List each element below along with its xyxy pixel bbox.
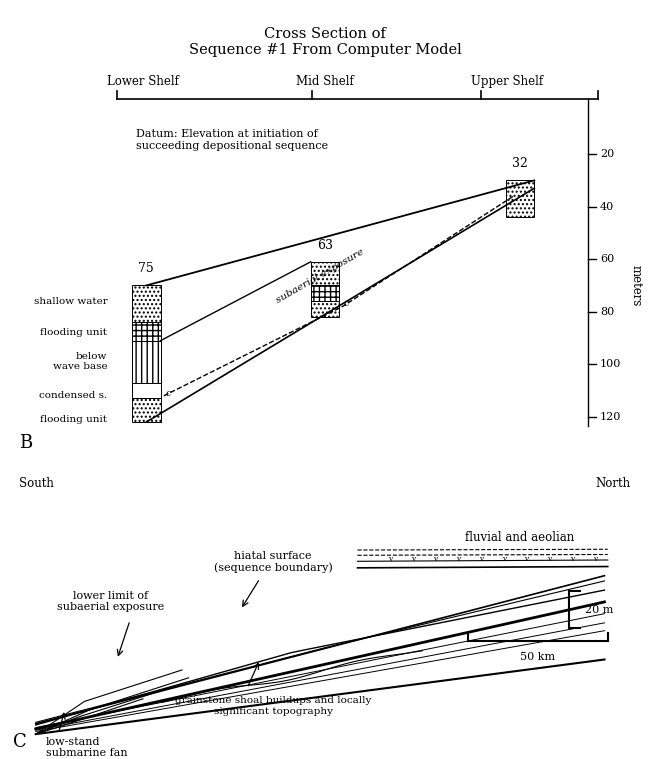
Bar: [132, 323, 161, 341]
Text: v: v: [456, 555, 460, 562]
Text: condensed s.: condensed s.: [39, 392, 107, 400]
Text: c: c: [166, 389, 171, 398]
Text: v: v: [593, 555, 597, 562]
Text: below
wave base: below wave base: [53, 352, 107, 371]
Text: meters: meters: [629, 265, 642, 306]
Text: v: v: [434, 555, 437, 562]
Text: v: v: [502, 555, 506, 562]
Bar: [311, 285, 339, 301]
Text: v: v: [547, 555, 551, 562]
Text: fluvial and aeolian: fluvial and aeolian: [465, 531, 575, 544]
Text: Cross Section of
Sequence #1 From Computer Model: Cross Section of Sequence #1 From Comput…: [188, 27, 462, 57]
Text: 60: 60: [600, 254, 614, 264]
Text: v: v: [525, 555, 528, 562]
Text: c: c: [343, 299, 348, 308]
Text: Upper Shelf: Upper Shelf: [471, 75, 543, 88]
Text: C: C: [13, 733, 27, 751]
Text: B: B: [20, 434, 32, 452]
Text: lower limit of
subaerial exposure: lower limit of subaerial exposure: [57, 591, 164, 613]
Text: 75: 75: [138, 263, 154, 276]
Text: Mid Shelf: Mid Shelf: [296, 75, 354, 88]
Bar: [311, 262, 339, 285]
Bar: [132, 341, 161, 383]
Bar: [506, 181, 534, 217]
Bar: [132, 383, 161, 398]
Text: v: v: [570, 555, 574, 562]
Text: flooding unit: flooding unit: [40, 415, 107, 424]
Text: Datum: Elevation at initiation of
succeeding depositional sequence: Datum: Elevation at initiation of succee…: [136, 129, 329, 150]
Text: grainstone shoal buildups and locally
significant topography: grainstone shoal buildups and locally si…: [175, 696, 371, 716]
Text: 100: 100: [600, 359, 621, 370]
Text: 120: 120: [600, 412, 621, 422]
Text: 20 m: 20 m: [585, 605, 614, 615]
Text: v: v: [479, 555, 483, 562]
Text: hiatal surface
(sequence boundary): hiatal surface (sequence boundary): [214, 551, 332, 573]
Text: North: North: [595, 477, 630, 490]
Text: shallow water: shallow water: [34, 297, 107, 306]
Text: 40: 40: [600, 202, 614, 212]
Text: low-stand
submarine fan: low-stand submarine fan: [46, 737, 127, 758]
Bar: [132, 398, 161, 422]
Text: 50 km: 50 km: [520, 652, 556, 662]
Text: subaerial exposure: subaerial exposure: [274, 247, 366, 305]
Text: v: v: [388, 555, 392, 562]
Text: flooding unit: flooding unit: [40, 328, 107, 337]
Bar: [132, 285, 161, 323]
Text: 63: 63: [317, 239, 333, 252]
Text: 32: 32: [512, 157, 528, 170]
Text: v: v: [411, 555, 415, 562]
Text: Lower Shelf: Lower Shelf: [107, 75, 179, 88]
Text: South: South: [20, 477, 55, 490]
Text: 80: 80: [600, 307, 614, 317]
Text: 20: 20: [600, 149, 614, 159]
Bar: [311, 301, 339, 317]
